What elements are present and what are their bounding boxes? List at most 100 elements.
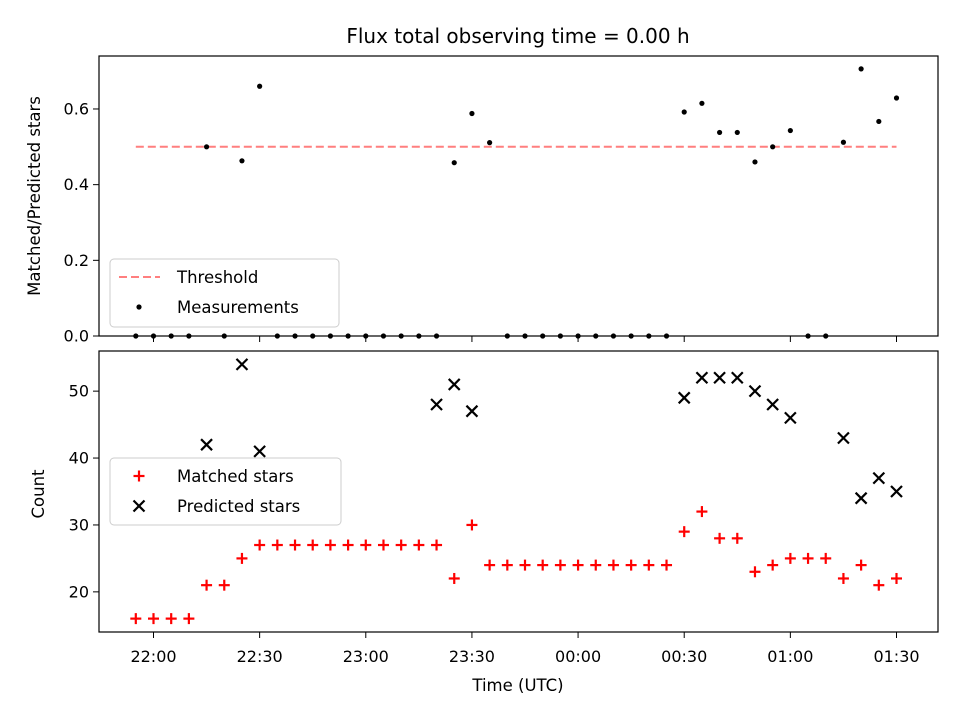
predicted-star-point-b [872, 471, 886, 485]
matched-star-point [377, 539, 389, 551]
measurement-point [770, 144, 776, 150]
matched-star-point [731, 532, 743, 544]
x-tick-label: 01:30 [873, 647, 919, 666]
top-y-axis-label: Matched/Predicted stars [25, 96, 44, 296]
x-tick-label: 01:00 [767, 647, 813, 666]
legend-threshold-label: Threshold [176, 268, 258, 287]
predicted-star-point [731, 371, 744, 385]
matched-star-point [767, 559, 779, 571]
bottom-y-tick-label: 50 [69, 382, 89, 401]
count-points [130, 358, 903, 625]
matched-star-point [572, 559, 584, 571]
predicted-star-point [235, 358, 249, 371]
predicted-star-point [677, 391, 691, 405]
matched-star-point [448, 572, 460, 584]
predicted-star-point [766, 398, 779, 411]
predicted-star-point [748, 384, 762, 398]
legend-measurements-label: Measurements [177, 298, 299, 317]
top-y-tick-label: 0.0 [64, 327, 89, 346]
measurement-point [699, 100, 705, 106]
predicted-star-point-b [253, 445, 266, 458]
matched-star-point [607, 559, 619, 571]
matched-star-point [837, 572, 849, 584]
predicted-star-point-b [731, 371, 744, 385]
bottom-y-tick-label: 20 [69, 582, 89, 601]
measurement-point [487, 140, 493, 146]
predicted-star-point [872, 471, 886, 485]
matched-star-point [165, 613, 177, 625]
matched-star-point [431, 539, 443, 551]
matched-star-point [413, 539, 425, 551]
x-axis-label: Time (UTC) [471, 676, 563, 695]
predicted-star-point-b [784, 411, 797, 425]
predicted-star-point [695, 371, 709, 385]
measurement-point [752, 159, 758, 165]
measurement-point [876, 118, 882, 125]
matched-star-point [519, 559, 531, 571]
matched-star-point [891, 572, 902, 584]
top-y-tick-label: 0.4 [64, 175, 89, 194]
bottom-plot-frame [98, 350, 939, 633]
x-tick-label: 23:30 [449, 647, 495, 666]
measurements-points [133, 66, 900, 339]
measurement-point [681, 109, 687, 115]
measurement-point [469, 110, 475, 117]
matched-star-point [289, 539, 301, 551]
predicted-star-point-b [200, 438, 213, 451]
predicted-star-point [447, 378, 461, 391]
matched-star-point [749, 566, 761, 578]
matched-star-point [130, 613, 142, 625]
x-tick-label: 22:30 [237, 647, 283, 666]
measurement-point [787, 127, 793, 134]
legend-matched-marker [133, 470, 145, 482]
predicted-star-point [200, 438, 213, 451]
x-tick-label: 00:30 [661, 647, 707, 666]
matched-star-point [342, 539, 354, 551]
matched-star-point [148, 613, 159, 625]
matched-star-point [201, 579, 213, 591]
predicted-star-point [430, 398, 443, 411]
matched-star-point [395, 539, 407, 551]
matched-star-point [873, 579, 885, 591]
legend-predicted-marker [132, 499, 146, 513]
measurement-point [239, 158, 245, 164]
matched-star-point [484, 559, 496, 571]
bottom-y-tick-label: 30 [69, 515, 89, 534]
predicted-star-point-b [854, 491, 868, 505]
matched-star-point [324, 539, 336, 551]
predicted-star-point-b [465, 404, 479, 418]
top-plot-frame [98, 55, 939, 337]
predicted-star-point [784, 411, 797, 425]
predicted-star-point-b [837, 431, 850, 445]
measurement-point [257, 83, 263, 89]
matched-star-point [501, 559, 513, 571]
predicted-star-point-b [677, 391, 691, 405]
matched-star-point [590, 559, 602, 571]
top-y-tick-label: 0.2 [64, 251, 89, 270]
matched-star-point [625, 559, 637, 571]
predicted-star-point [854, 491, 868, 505]
measurement-point [893, 95, 900, 101]
top-legend: Threshold Measurements [109, 258, 340, 328]
measurement-point [716, 129, 723, 136]
measurement-point [858, 66, 864, 72]
x-tick-label: 23:00 [343, 647, 389, 666]
bottom-x-ticks: 22:00 22:30 23:00 23:30 00:00 00:30 01:00 01:30 [130, 632, 920, 666]
matched-star-point [643, 559, 655, 571]
legend-predicted-label: Predicted stars [177, 497, 300, 516]
predicted-star-point [837, 431, 850, 445]
matched-star-point [802, 552, 814, 564]
matched-star-point [661, 559, 673, 571]
predicted-star-point-b [430, 398, 443, 411]
measurement-point [203, 144, 210, 150]
matched-star-point [307, 539, 319, 551]
bottom-y-ticks: 20 30 40 50 [69, 382, 99, 601]
bottom-y-axis-label: Count [29, 469, 48, 519]
matched-star-point [271, 539, 283, 551]
matched-star-point [254, 539, 266, 551]
chart-title: Flux total observing time = 0.00 h [346, 24, 689, 48]
predicted-star-point-b [766, 398, 779, 411]
matched-star-point [360, 539, 372, 551]
